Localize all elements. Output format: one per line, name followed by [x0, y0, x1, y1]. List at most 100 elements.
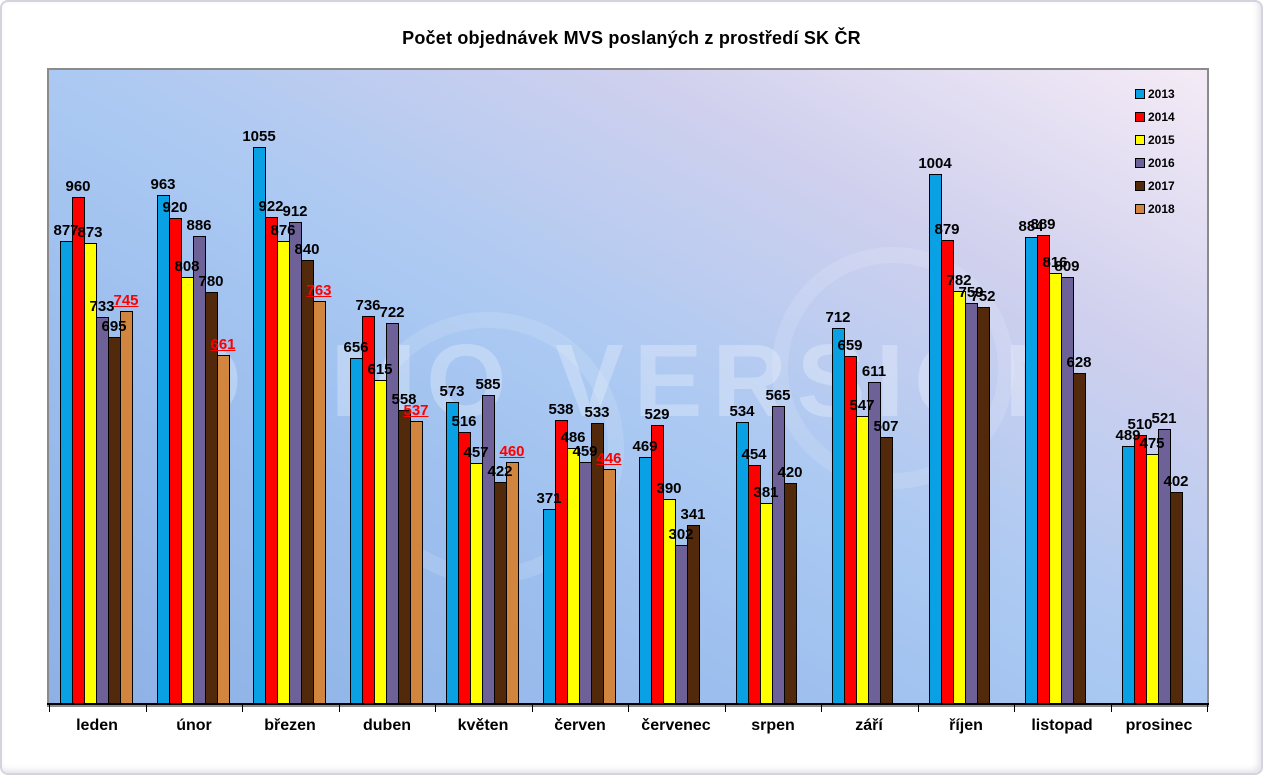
- bar-2017-září: [880, 437, 893, 705]
- value-label: 889: [1030, 216, 1056, 233]
- month-label-12: prosinec: [1125, 717, 1193, 734]
- value-label: 873: [77, 224, 103, 241]
- legend-item-2016: 2016: [1135, 151, 1175, 174]
- value-label: 886: [186, 217, 212, 234]
- value-label: 422: [487, 463, 513, 480]
- value-label: 585: [475, 376, 501, 393]
- value-label: 840: [294, 241, 320, 258]
- axis-tick: [1207, 705, 1208, 712]
- chart-title: Počet objednávek MVS poslaných z prostře…: [402, 28, 861, 48]
- legend-item-2014: 2014: [1135, 105, 1175, 128]
- value-label: 963: [150, 176, 176, 193]
- value-label: 736: [355, 297, 381, 314]
- value-label: 371: [536, 490, 562, 507]
- axis-tick: [146, 705, 147, 712]
- value-label: 529: [644, 406, 670, 423]
- legend-label: 2014: [1148, 109, 1175, 124]
- bar-2017-prosinec: [1170, 492, 1183, 705]
- value-label: 752: [970, 288, 996, 305]
- value-label: 615: [367, 361, 393, 378]
- month-label-4: duben: [363, 717, 411, 734]
- value-label: 533: [584, 404, 610, 421]
- value-label: 454: [741, 446, 767, 463]
- value-label: 782: [946, 272, 972, 289]
- value-label: 920: [162, 199, 188, 216]
- legend-item-2013: 2013: [1135, 82, 1175, 105]
- value-label: 922: [258, 198, 284, 215]
- axis-tick: [918, 705, 919, 712]
- value-label: 516: [451, 413, 477, 430]
- value-label: 808: [174, 258, 200, 275]
- x-axis-line: [47, 703, 1209, 705]
- value-label: 534: [729, 403, 755, 420]
- legend-label: 2013: [1148, 86, 1175, 101]
- value-label: 884: [1018, 218, 1044, 235]
- value-label: 390: [656, 480, 682, 497]
- value-label: 475: [1139, 435, 1165, 452]
- month-label-2: únor: [176, 717, 212, 734]
- bar-2017-říjen: [977, 307, 990, 705]
- value-label: 912: [282, 203, 308, 220]
- legend: 2013 2014 2015 2016 2017 2018: [1135, 82, 1175, 220]
- value-label: 538: [548, 401, 574, 418]
- month-label-8: srpen: [751, 717, 795, 734]
- value-label: 816: [1042, 254, 1068, 271]
- value-label: 507: [873, 418, 899, 435]
- value-label: 656: [343, 339, 369, 356]
- bar-2018-leden: [120, 311, 133, 705]
- value-label: 745: [113, 292, 139, 309]
- month-label-3: březen: [264, 717, 316, 734]
- axis-tick: [435, 705, 436, 712]
- value-label: 486: [560, 429, 586, 446]
- legend-label: 2018: [1148, 201, 1175, 216]
- axis-tick: [1111, 705, 1112, 712]
- value-label: 879: [934, 221, 960, 238]
- value-label: 402: [1163, 473, 1189, 490]
- bar-2018-únor: [217, 355, 230, 705]
- bar-2017-srpen: [784, 483, 797, 705]
- value-label: 759: [958, 284, 984, 301]
- legend-item-2017: 2017: [1135, 174, 1175, 197]
- legend-swatch-icon: [1135, 134, 1145, 145]
- value-label: 459: [572, 443, 598, 460]
- bar-2018-červen: [603, 469, 616, 705]
- axis-tick: [339, 705, 340, 712]
- bar-2018-březen: [313, 301, 326, 705]
- value-label: 1004: [918, 155, 952, 172]
- legend-label: 2015: [1148, 132, 1175, 147]
- value-label: 341: [680, 506, 706, 523]
- month-label-10: říjen: [949, 717, 983, 734]
- axis-tick: [242, 705, 243, 712]
- value-label: 460: [499, 443, 525, 460]
- month-label-11: listopad: [1031, 717, 1093, 734]
- value-label: 302: [668, 526, 694, 543]
- month-label-5: květen: [457, 717, 509, 734]
- value-label: 733: [89, 298, 115, 315]
- value-label: 611: [861, 363, 887, 380]
- legend-swatch-icon: [1135, 180, 1145, 191]
- value-label: 558: [391, 391, 417, 408]
- axis-tick: [725, 705, 726, 712]
- value-label: 628: [1066, 354, 1092, 371]
- legend-swatch-icon: [1135, 111, 1145, 122]
- legend-swatch-icon: [1135, 88, 1145, 99]
- value-label: 780: [198, 273, 224, 290]
- bar-2017-listopad: [1073, 373, 1086, 705]
- value-label: 1055: [242, 128, 276, 145]
- value-label: 547: [849, 397, 875, 414]
- legend-label: 2017: [1148, 178, 1175, 193]
- value-label: 809: [1054, 258, 1080, 275]
- value-label: 446: [596, 450, 622, 467]
- value-label: 420: [777, 464, 803, 481]
- value-label: 876: [270, 222, 296, 239]
- month-label-7: červenec: [641, 717, 711, 734]
- value-label: 661: [210, 336, 236, 353]
- value-label: 469: [632, 438, 658, 455]
- bar-2018-duben: [410, 421, 423, 705]
- value-label: 659: [837, 337, 863, 354]
- legend-swatch-icon: [1135, 203, 1145, 214]
- month-label-6: červen: [554, 717, 606, 734]
- value-label: 537: [403, 402, 429, 419]
- value-label: 510: [1127, 416, 1153, 433]
